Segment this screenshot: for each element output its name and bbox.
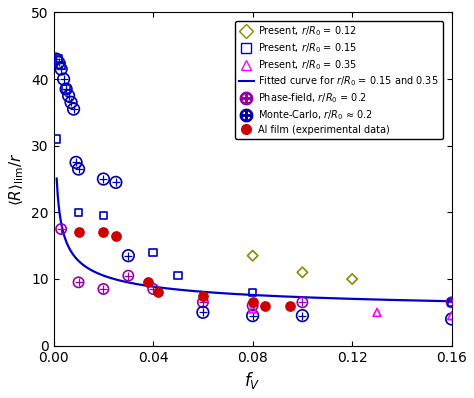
Point	[299, 269, 306, 275]
Point	[100, 176, 107, 182]
Point	[199, 299, 207, 306]
Point	[149, 286, 157, 292]
Point	[62, 86, 70, 92]
Point	[70, 106, 77, 112]
Point	[199, 293, 207, 299]
Point	[72, 159, 80, 166]
Point	[125, 273, 132, 279]
Point	[75, 166, 82, 172]
Point	[125, 252, 132, 259]
Point	[299, 312, 306, 319]
Point	[57, 226, 65, 232]
Point	[448, 299, 456, 306]
Point	[55, 59, 63, 66]
Point	[53, 136, 60, 142]
Point	[249, 312, 256, 319]
Point	[67, 99, 75, 105]
Point	[249, 252, 256, 259]
Point	[299, 299, 306, 306]
Point	[100, 176, 107, 182]
X-axis label: $f_V$: $f_V$	[245, 370, 261, 391]
Point	[75, 229, 82, 236]
Point	[57, 62, 65, 69]
Point	[100, 286, 107, 292]
Point	[75, 209, 82, 216]
Point	[348, 276, 356, 282]
Point	[112, 179, 119, 185]
Point	[100, 229, 107, 236]
Point	[100, 213, 107, 219]
Point	[75, 166, 82, 172]
Point	[249, 299, 256, 306]
Point	[125, 273, 132, 279]
Point	[448, 316, 456, 322]
Point	[249, 302, 256, 309]
Point	[145, 279, 152, 285]
Point	[199, 299, 207, 306]
Point	[75, 279, 82, 285]
Point	[448, 312, 456, 319]
Point	[65, 93, 73, 99]
Point	[53, 56, 60, 62]
Point	[72, 159, 80, 166]
Point	[249, 302, 256, 309]
Point	[174, 273, 182, 279]
Point	[249, 306, 256, 312]
Point	[57, 66, 65, 72]
Point	[373, 309, 381, 316]
Point	[149, 249, 157, 256]
Point	[286, 302, 294, 309]
Point	[55, 56, 63, 62]
Point	[199, 309, 207, 316]
Point	[53, 56, 60, 62]
Point	[112, 232, 119, 239]
Point	[155, 289, 162, 295]
Point	[299, 312, 306, 319]
Point	[57, 66, 65, 72]
Point	[448, 316, 456, 322]
Point	[60, 76, 67, 82]
Point	[62, 86, 70, 92]
Y-axis label: $\langle R \rangle_{\mathrm{lim}} / r$: $\langle R \rangle_{\mathrm{lim}} / r$	[7, 152, 26, 206]
Point	[55, 59, 63, 66]
Point	[249, 312, 256, 319]
Point	[448, 299, 456, 306]
Point	[67, 99, 75, 105]
Point	[199, 309, 207, 316]
Point	[448, 299, 456, 306]
Point	[60, 76, 67, 82]
Point	[249, 289, 256, 295]
Point	[65, 93, 73, 99]
Point	[112, 179, 119, 185]
Point	[125, 252, 132, 259]
Point	[299, 299, 306, 306]
Legend: Present, $r/R_0$ = 0.12, Present, $r/R_0$ = 0.15, Present, $r/R_0$ = 0.35, Fitte: Present, $r/R_0$ = 0.12, Present, $r/R_0…	[235, 21, 443, 139]
Point	[57, 226, 65, 232]
Point	[100, 286, 107, 292]
Point	[149, 286, 157, 292]
Point	[75, 279, 82, 285]
Point	[62, 86, 70, 92]
Point	[261, 302, 269, 309]
Point	[70, 106, 77, 112]
